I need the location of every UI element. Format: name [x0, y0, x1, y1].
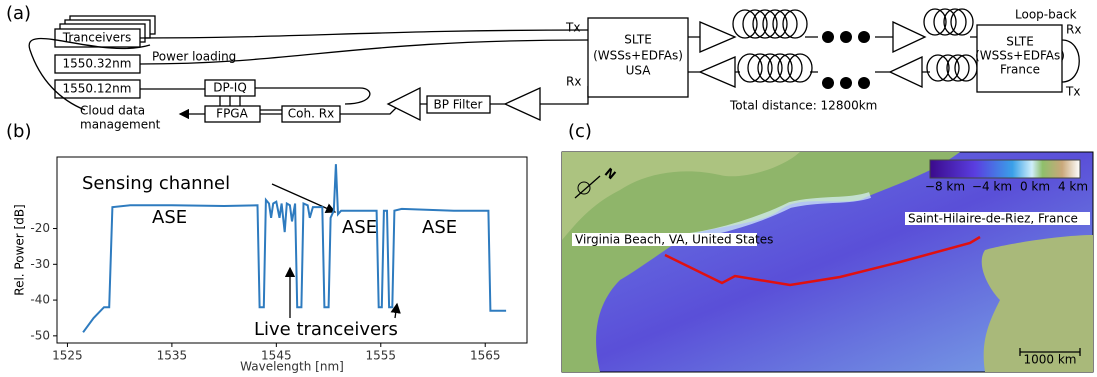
- fiber-spool: [733, 9, 977, 82]
- page: Figure {"panel_labels": ["(a)", "(b)", "…: [0, 0, 1097, 377]
- panel-label: (a): [6, 3, 31, 24]
- label: Cloud data: [80, 104, 145, 118]
- node-label: FPGA: [216, 107, 248, 121]
- x-tick-label: 1555: [366, 349, 397, 363]
- node-label: 1550.12nm: [63, 82, 132, 96]
- colorbar: [930, 160, 1080, 178]
- label: Power loading: [152, 50, 236, 64]
- x-tick-label: 1565: [470, 349, 501, 363]
- panel-label: (c): [568, 121, 592, 142]
- x-tick-label: 1545: [261, 349, 292, 363]
- node-label: SLTE: [1006, 35, 1034, 49]
- place-label: Saint-Hilaire-de-Riez, France: [908, 212, 1078, 226]
- figure: (a) (b) (c) Tranceivers 1550.32nm 1550.1…: [0, 0, 1097, 377]
- annotation: ASE: [422, 217, 457, 238]
- colorbar-tick-label: −4 km: [972, 180, 1012, 194]
- y-tick-label: -50: [30, 328, 50, 342]
- ellipsis-dots: [822, 31, 870, 89]
- node-label: Coh. Rx: [288, 107, 334, 121]
- label: Tx: [565, 21, 580, 35]
- annotation: ASE: [152, 207, 187, 228]
- node-label: (WSSs+EDFAs): [593, 49, 683, 63]
- label: Rx: [1066, 23, 1081, 37]
- label: Total distance: 12800km: [729, 99, 877, 113]
- place-label: Virginia Beach, VA, United States: [575, 233, 773, 247]
- scale-label: 1000 km: [1024, 353, 1077, 367]
- node-label: 1550.32nm: [63, 57, 132, 71]
- y-axis-label: Rel. Power [dB]: [13, 204, 27, 295]
- annotation: Sensing channel: [82, 173, 230, 194]
- x-tick-label: 1525: [52, 349, 83, 363]
- x-axis-label: Wavelength [nm]: [240, 360, 344, 374]
- node-label: BP Filter: [433, 98, 482, 112]
- panel-label: (b): [6, 121, 31, 142]
- colorbar-tick-label: −8 km: [925, 180, 965, 194]
- node-label: SLTE: [624, 33, 652, 47]
- amplifier: [700, 22, 925, 87]
- node-label: France: [1000, 63, 1040, 77]
- label: Loop-back: [1015, 8, 1077, 22]
- node-label: DP-IQ: [213, 81, 247, 95]
- arrow: [395, 304, 397, 318]
- spectrum-chart: Wavelength [nm] Rel. Power [dB] ASE ASE …: [13, 157, 528, 374]
- map: −8 km −4 km 0 km 4 km Virginia Beach, VA…: [562, 152, 1093, 372]
- node-label: USA: [626, 64, 652, 78]
- colorbar-tick-label: 0 km: [1020, 180, 1050, 194]
- node-label: (WSSs+EDFAs): [975, 49, 1065, 63]
- annotation: Live tranceivers: [254, 319, 398, 340]
- label: management: [80, 118, 161, 132]
- y-tick-label: -30: [30, 257, 50, 271]
- x-tick-label: 1535: [157, 349, 188, 363]
- y-tick-label: -20: [30, 221, 50, 235]
- label: Rx: [566, 75, 581, 89]
- diagram: Tranceivers 1550.32nm 1550.12nm DP-IQ FP…: [29, 8, 1081, 132]
- colorbar-tick-label: 4 km: [1058, 180, 1088, 194]
- label: Tx: [1065, 85, 1080, 99]
- y-tick-label: -40: [30, 293, 50, 307]
- annotation: ASE: [342, 217, 377, 238]
